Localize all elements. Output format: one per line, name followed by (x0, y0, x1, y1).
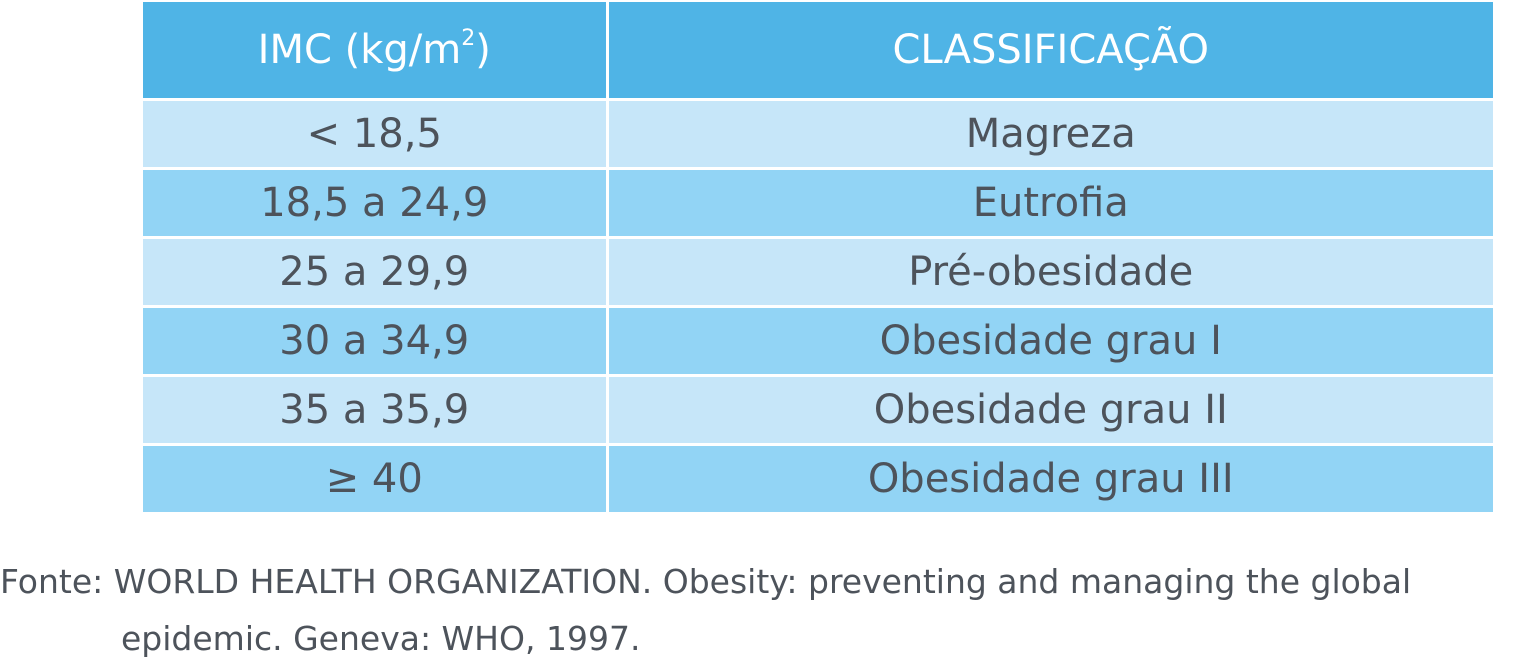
cell-imc: 30 a 34,9 (143, 306, 609, 377)
table-row: < 18,5 Magreza (143, 99, 1493, 170)
header-classification: CLASSIFICAÇÃO (607, 2, 1493, 101)
imc-classification-table: IMC (kg/m2) CLASSIFICAÇÃO < 18,5 Magreza… (143, 2, 1493, 512)
table-row: 30 a 34,9 Obesidade grau I (143, 306, 1493, 377)
cell-imc: < 18,5 (143, 99, 609, 170)
source-line-2: epidemic. Geneva: WHO, 1997. (121, 619, 641, 658)
header-imc-superscript: 2 (461, 26, 476, 51)
cell-classification: Obesidade grau III (607, 444, 1493, 512)
cell-imc: 25 a 29,9 (143, 237, 609, 308)
source-line-1: Fonte: WORLD HEALTH ORGANIZATION. Obesit… (0, 562, 1412, 601)
cell-imc: 35 a 35,9 (143, 375, 609, 446)
cell-classification: Magreza (607, 99, 1493, 170)
table-row: 25 a 29,9 Pré-obesidade (143, 237, 1493, 308)
cell-imc: 18,5 a 24,9 (143, 168, 609, 239)
cell-imc: ≥ 40 (143, 444, 609, 512)
cell-classification: Obesidade grau I (607, 306, 1493, 377)
table-header-row: IMC (kg/m2) CLASSIFICAÇÃO (143, 2, 1493, 101)
header-imc: IMC (kg/m2) (143, 2, 609, 101)
source-citation: Fonte: WORLD HEALTH ORGANIZATION. Obesit… (0, 553, 1525, 667)
table-row: 18,5 a 24,9 Eutrofia (143, 168, 1493, 239)
table-row: 35 a 35,9 Obesidade grau II (143, 375, 1493, 446)
header-imc-label: IMC (kg/m (257, 27, 462, 73)
cell-classification: Pré-obesidade (607, 237, 1493, 308)
header-imc-close: ) (475, 27, 491, 73)
cell-classification: Eutrofia (607, 168, 1493, 239)
table-row: ≥ 40 Obesidade grau III (143, 444, 1493, 512)
cell-classification: Obesidade grau II (607, 375, 1493, 446)
